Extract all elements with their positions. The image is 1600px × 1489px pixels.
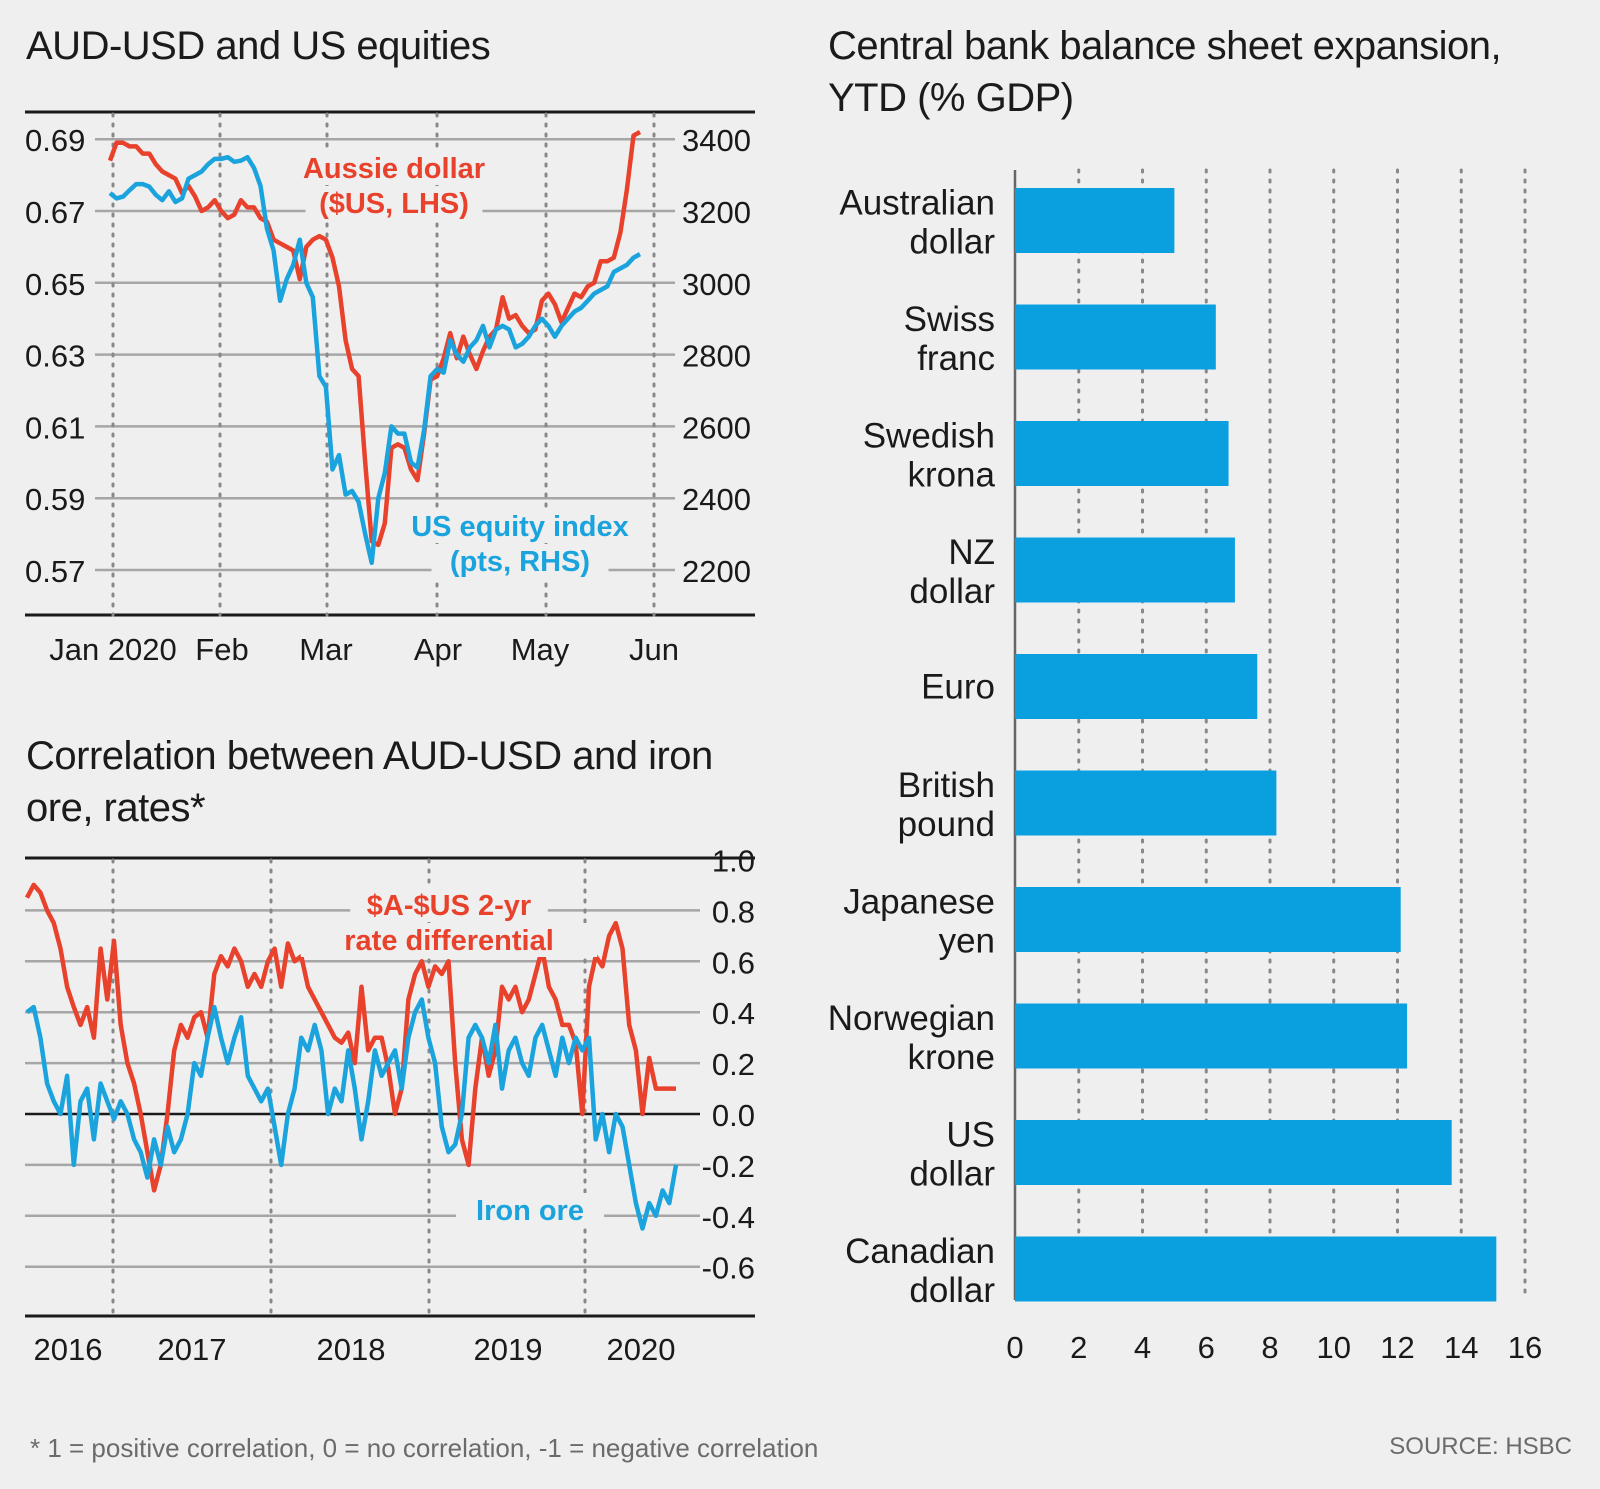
- x-tick-label: 2018: [317, 1332, 386, 1367]
- category-label: dollar: [909, 1271, 995, 1310]
- y-tick-label: 0.4: [712, 996, 755, 1031]
- us-equity-line: [108, 154, 642, 566]
- y-left-tick-label: 0.57: [25, 554, 85, 589]
- x-tick-label: 2019: [474, 1332, 543, 1367]
- rate-differential-label-bg: [350, 888, 548, 922]
- category-label: Euro: [921, 668, 995, 707]
- y-right-tick-label: 2200: [682, 554, 751, 589]
- rate-differential-label: $A-$US 2-yr: [367, 890, 531, 922]
- rate-differential-label-bg: [300, 923, 598, 957]
- x-tick-label: Mar: [299, 632, 352, 667]
- x-tick-label: 2017: [158, 1332, 227, 1367]
- category-label: dollar: [909, 223, 995, 262]
- x-tick-label: 8: [1261, 1330, 1278, 1365]
- y-tick-label: -0.2: [702, 1149, 755, 1184]
- x-tick-label: 4: [1134, 1330, 1151, 1365]
- y-left-tick-label: 0.59: [25, 482, 85, 517]
- bar: [1015, 537, 1235, 603]
- category-label: Norwegian: [828, 999, 995, 1038]
- x-tick-label: 0: [1006, 1330, 1023, 1365]
- y-left-tick-label: 0.61: [25, 410, 85, 445]
- bar: [1015, 1236, 1497, 1302]
- chart1-title: AUD-USD and US equities: [26, 24, 491, 68]
- chart2-title: Correlation between AUD-USD and iron ore…: [26, 734, 713, 830]
- category-label: dollar: [909, 572, 995, 611]
- y-tick-label: 0.0: [712, 1098, 755, 1133]
- aud-usd-equities-chart: 0.69 0.67 0.65 0.63 0.61 0.59 0.57 3400 3200 3000…: [25, 110, 755, 667]
- iron-ore-label: Iron ore: [476, 1195, 584, 1227]
- bar: [1015, 1120, 1452, 1185]
- category-label: Swiss: [904, 300, 995, 339]
- y-left-tick-label: 0.69: [25, 123, 85, 158]
- y-tick-label: -0.4: [702, 1200, 755, 1235]
- x-tick-label: 12: [1380, 1330, 1414, 1365]
- y-left-tick-label: 0.65: [25, 267, 85, 302]
- aussie-dollar-label: ($US, LHS): [319, 188, 469, 220]
- category-label: Australian: [839, 184, 995, 223]
- y-left-tick-label: 0.63: [25, 339, 85, 374]
- balance-sheet-bar-chart: 0 2 4 6 8 10 12 14 16AustraliandollarSwissfrancS…: [828, 168, 1542, 1365]
- y-tick-label: 0.2: [712, 1047, 755, 1082]
- y-right-tick-label: 3200: [682, 195, 751, 230]
- y-right-tick-label: 2800: [682, 339, 751, 374]
- category-label: US: [946, 1116, 995, 1155]
- x-tick-label: 2: [1070, 1330, 1087, 1365]
- us-equity-label-bg: [431, 544, 609, 578]
- category-label: franc: [917, 339, 995, 378]
- aussie-dollar-label-bg: [280, 151, 508, 185]
- bar: [1015, 1003, 1408, 1069]
- x-tick-label: May: [511, 632, 570, 667]
- aussie-dollar-label-bg: [305, 186, 483, 220]
- category-label: British: [898, 766, 995, 805]
- bar: [1015, 188, 1175, 253]
- y-tick-label: -0.6: [702, 1251, 755, 1286]
- category-label: Canadian: [845, 1232, 995, 1271]
- category-label: krona: [907, 456, 995, 495]
- category-label: pound: [898, 805, 995, 844]
- bar: [1015, 421, 1229, 486]
- source-note: SOURCE: HSBC: [1389, 1433, 1572, 1460]
- category-label: krone: [907, 1038, 995, 1077]
- iron-ore-label-bg: [456, 1193, 604, 1227]
- x-tick-label: 16: [1508, 1330, 1542, 1365]
- x-tick-label: Apr: [414, 632, 462, 667]
- footnote: * 1 = positive correlation, 0 = no corre…: [30, 1433, 819, 1463]
- y-tick-label: 0.6: [712, 945, 755, 980]
- category-label: Swedish: [863, 417, 995, 456]
- iron-ore-line: [25, 997, 679, 1231]
- category-label: NZ: [948, 533, 995, 572]
- x-tick-label: 6: [1198, 1330, 1215, 1365]
- aussie-dollar-label: Aussie dollar: [303, 153, 485, 185]
- rate-differential-label: rate differential: [344, 925, 554, 957]
- y-right-tick-label: 2600: [682, 410, 751, 445]
- category-label: yen: [939, 922, 995, 961]
- y-tick-label: 0.8: [712, 894, 755, 929]
- x-tick-label: Jun: [629, 632, 679, 667]
- x-tick-label: Jan 2020: [49, 632, 177, 667]
- y-right-tick-label: 3000: [682, 267, 751, 302]
- us-equity-label: (pts, RHS): [450, 546, 590, 578]
- y-tick-label: 1.0: [712, 850, 755, 879]
- y-left-tick-label: 0.67: [25, 195, 85, 230]
- bar: [1015, 770, 1277, 836]
- category-label: Japanese: [843, 883, 995, 922]
- us-equity-label: US equity index: [411, 511, 629, 543]
- bar: [1015, 654, 1258, 719]
- correlation-chart: 1.0 0.8 0.6 0.4 0.2 0.0 -0.2 -0.4 -0.6 2016 2017 20…: [25, 850, 755, 1367]
- chart3-title: Central bank balance sheet expansion, YT…: [828, 24, 1502, 120]
- x-tick-label: 2016: [34, 1332, 103, 1367]
- us-equity-label-bg: [390, 509, 650, 543]
- x-tick-label: 2020: [607, 1332, 676, 1367]
- y-right-tick-label: 3400: [682, 123, 751, 158]
- bar: [1015, 304, 1216, 370]
- bar: [1015, 887, 1401, 952]
- category-label: dollar: [909, 1155, 995, 1194]
- x-tick-label: Feb: [195, 632, 248, 667]
- x-tick-label: 10: [1317, 1330, 1351, 1365]
- y-right-tick-label: 2400: [682, 482, 751, 517]
- x-tick-label: 14: [1444, 1330, 1478, 1365]
- rate-differential-line: [25, 882, 676, 1193]
